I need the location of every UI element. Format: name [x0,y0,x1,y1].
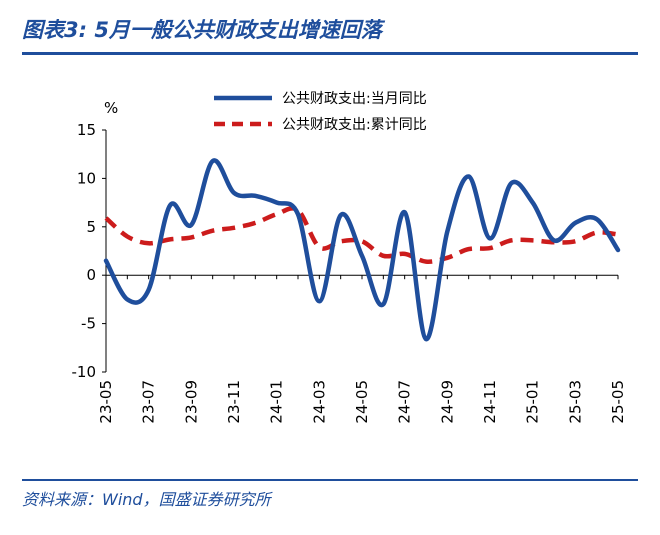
y-tick-label: 10 [77,169,96,187]
source-rule [22,479,638,481]
series-line-cumulative [104,206,619,264]
legend-label: 公共财政支出:累计同比 [282,117,427,133]
series-line-monthly [103,158,621,342]
x-tick-label: 25-03 [566,380,584,424]
x-tick-label: 24-05 [353,380,371,424]
x-tick-label: 24-01 [268,380,286,424]
figure-title: 图表3: 5月一般公共财政支出增速回落 [22,18,382,42]
x-tick-label: 23-09 [182,380,200,424]
x-tick-label: 23-11 [225,380,243,424]
x-tick-label: 25-01 [524,380,542,424]
y-tick-label: 0 [86,266,96,284]
x-tick-label: 23-07 [140,380,158,424]
source-note: 资料来源：Wind，国盛证券研究所 [22,490,271,509]
legend-label: 公共财政支出:当月同比 [282,91,427,107]
y-tick-label: 15 [77,121,96,139]
x-tick-label: 24-07 [396,380,414,424]
x-tick-label: 24-03 [310,380,328,424]
y-tick-label: -5 [81,315,96,333]
y-unit-label: % [104,99,118,117]
x-tick-label: 24-09 [438,380,456,424]
y-tick-label: -10 [72,363,97,381]
y-tick-label: 5 [86,218,96,236]
x-tick-label: 24-11 [481,380,499,424]
series-layer [103,158,621,342]
x-tick-label: 25-05 [609,380,627,424]
x-tick-label: 23-05 [97,380,115,424]
title-rule [22,52,638,55]
